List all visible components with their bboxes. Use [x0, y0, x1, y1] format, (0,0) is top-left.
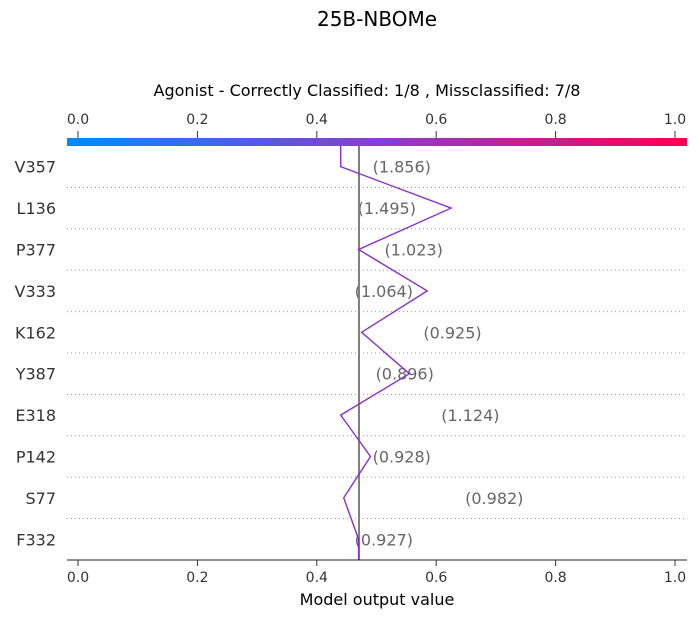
bottom-tick-label: 0.6	[425, 570, 447, 586]
feature-label: V333	[15, 282, 56, 301]
colorbar	[67, 138, 687, 146]
top-tick-label: 0.0	[67, 112, 89, 128]
feature-value-label: (1.023)	[385, 241, 443, 260]
bottom-tick-label: 0.0	[67, 570, 89, 586]
x-axis-label: Model output value	[300, 590, 455, 609]
chart-subtitle: Agonist - Correctly Classified: 1/8 , Mi…	[154, 81, 581, 100]
feature-value-labels: (1.856) (1.495) (1.023) (1.064) (0.925) (0.89…	[355, 158, 524, 550]
feature-value-label: (1.124)	[441, 406, 499, 425]
row-gridlines	[67, 186, 687, 520]
feature-value-label: (1.856)	[373, 158, 431, 177]
feature-value-label: (1.495)	[358, 199, 416, 218]
top-tick-label: 0.8	[544, 112, 566, 128]
feature-value-label: (1.064)	[355, 282, 413, 301]
feature-label: L136	[17, 199, 56, 218]
top-axis-ticks: 0.0 0.2 0.4 0.6 0.8 1.0	[67, 112, 686, 138]
bottom-tick-label: 0.2	[186, 570, 208, 586]
feature-label: F332	[16, 530, 56, 549]
top-tick-label: 0.2	[186, 112, 208, 128]
feature-value-label: (0.896)	[376, 365, 434, 384]
decision-path-line	[339, 146, 453, 560]
feature-label: P142	[16, 448, 56, 467]
feature-value-label: (0.927)	[355, 530, 413, 549]
chart-title: 25B-NBOMe	[317, 7, 437, 31]
top-tick-label: 0.6	[425, 112, 447, 128]
feature-labels: V357 L136 P377 V333 K162 Y387 E318 P142 S77 F332	[15, 158, 56, 550]
top-tick-label: 0.4	[306, 112, 328, 128]
bottom-tick-label: 0.8	[544, 570, 566, 586]
bottom-tick-label: 0.4	[306, 570, 328, 586]
feature-label: S77	[25, 489, 56, 508]
feature-label: E318	[15, 406, 56, 425]
feature-label: P377	[16, 241, 56, 260]
feature-value-label: (0.928)	[373, 448, 431, 467]
bottom-axis-ticks: 0.0 0.2 0.4 0.6 0.8 1.0	[67, 560, 686, 586]
bottom-tick-label: 1.0	[664, 570, 686, 586]
feature-label: V357	[15, 158, 56, 177]
top-tick-label: 1.0	[664, 112, 686, 128]
feature-value-label: (0.982)	[465, 489, 523, 508]
feature-value-label: (0.925)	[423, 323, 481, 342]
feature-label: Y387	[15, 365, 56, 384]
feature-label: K162	[15, 323, 56, 342]
